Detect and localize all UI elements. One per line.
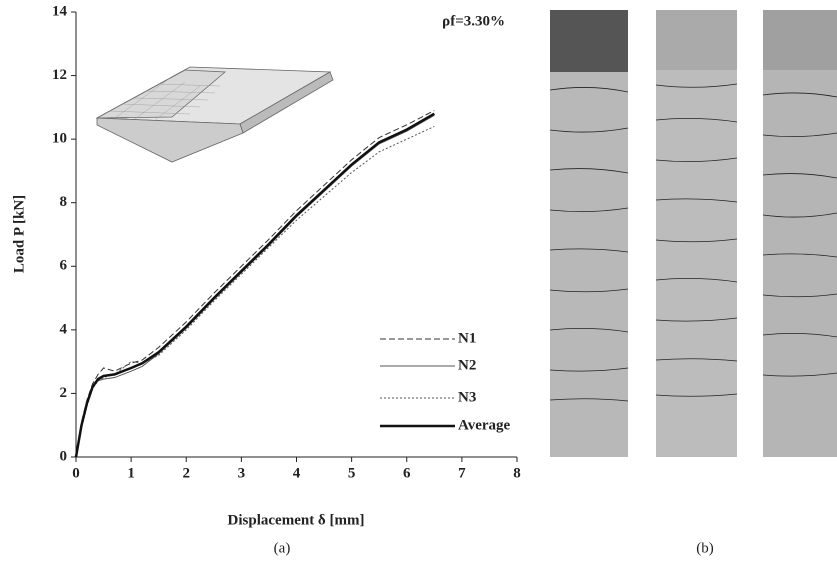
- x-tick-label: 5: [348, 465, 356, 481]
- y-tick-label: 4: [60, 321, 68, 337]
- legend-label: Average: [458, 417, 511, 433]
- series-line: [75, 125, 435, 458]
- legend-label: N2: [458, 357, 476, 373]
- x-axis-label: Displacement δ [mm]: [228, 512, 365, 528]
- y-tick-label: 8: [60, 194, 68, 210]
- y-tick-label: 14: [52, 3, 68, 19]
- legend-label: N3: [458, 389, 476, 405]
- specimen-sketch: [95, 66, 334, 163]
- y-axis-label: Load P [kN]: [11, 195, 27, 273]
- specimen-photos: [549, 10, 837, 457]
- x-tick-label: 4: [293, 465, 301, 481]
- x-tick-label: 2: [183, 465, 191, 481]
- y-tick-label: 2: [60, 385, 68, 401]
- y-tick-label: 0: [60, 448, 68, 464]
- annotation: ρf=3.30%: [442, 13, 505, 29]
- x-tick-label: 0: [72, 465, 80, 481]
- series-line: [74, 112, 435, 458]
- x-tick-label: 8: [513, 465, 521, 481]
- y-tick-label: 12: [52, 67, 67, 83]
- y-tick-label: 10: [52, 131, 67, 147]
- legend-label: N1: [458, 330, 476, 346]
- y-tick-label: 6: [60, 258, 68, 274]
- x-tick-label: 1: [127, 465, 135, 481]
- caption: (b): [696, 540, 714, 556]
- series-line: [75, 114, 435, 458]
- x-tick-label: 6: [403, 465, 411, 481]
- x-tick-label: 7: [458, 465, 466, 481]
- caption: (a): [274, 540, 291, 556]
- x-tick-label: 3: [238, 465, 246, 481]
- series-line: [75, 110, 435, 458]
